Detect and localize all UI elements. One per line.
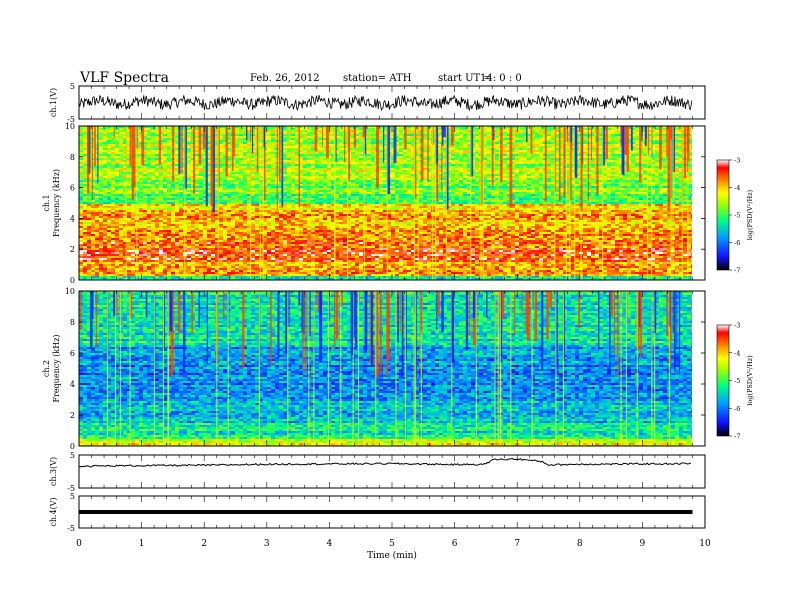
y-tick-label: -5 [67,524,75,533]
y-tick-label: 0 [70,442,75,451]
y-tick-label: -5 [67,115,75,124]
chart-title: VLF Spectra [80,70,169,86]
station-label: station= ATH [343,73,411,84]
y-tick-label: 10 [65,287,75,296]
y-axis-label: ch.1(V) [49,88,58,117]
ch2-spectrogram-image [79,291,692,446]
colorbar-tick-label: -3 [734,322,740,330]
y-tick-label: 6 [70,184,75,193]
colorbar-tick-label: -6 [734,239,740,247]
y-axis-label: Frequency (kHz) [52,334,61,402]
x-tick-label: 0 [76,539,82,549]
y-tick-label: 8 [70,153,75,162]
x-tick-label: 9 [640,539,646,549]
colorbar-tick-label: -4 [734,349,740,357]
colorbar-label: log(PSD(V²/Hz) [746,355,754,406]
x-tick-label: 6 [452,539,458,549]
colorbar-tick-label: -3 [734,157,740,165]
date-label: Feb. 26, 2012 [250,73,320,84]
x-tick-label: 4 [327,539,333,549]
y-axis-label: Frequency (kHz) [52,169,61,237]
x-tick-label: 1 [139,539,145,549]
x-tick-label: 5 [389,539,395,549]
y-tick-label: 5 [70,451,75,460]
x-tick-label: 2 [201,539,207,549]
x-tick-label: 8 [577,539,583,549]
colorbar [716,159,730,271]
ch3-waveform-trace [78,457,692,468]
colorbar [716,324,730,437]
colorbar-tick-label: -5 [734,212,740,220]
start-ut-value: 14: 0 : 0 [480,73,522,84]
y-tick-label: 5 [70,82,75,91]
colorbar-tick-label: -4 [734,184,740,192]
y-tick-label: 2 [70,411,75,420]
y-tick-label: -5 [67,484,75,493]
ch1-spectrogram-image [79,126,692,280]
y-tick-label: 5 [70,492,75,501]
x-tick-label: 3 [264,539,270,549]
y-axis-label: ch.1 [42,194,51,211]
y-tick-label: 2 [70,245,75,254]
colorbar-tick-label: -7 [734,267,740,275]
y-axis-label: ch.2 [42,360,51,377]
y-tick-label: 0 [70,276,75,285]
x-axis-label: Time (min) [367,550,417,561]
colorbar-label: log(PSD(V²/Hz) [746,189,754,240]
colorbar-tick-label: -5 [734,377,740,385]
colorbar-tick-label: -7 [734,433,740,441]
y-axis-label: ch.3(V) [49,457,58,486]
y-tick-label: 4 [70,214,75,223]
ch1-waveform-trace [78,94,693,112]
y-tick-label: 10 [65,122,75,131]
x-tick-label: 7 [514,539,520,549]
y-tick-label: 4 [70,380,75,389]
x-tick-label: 10 [699,539,711,549]
y-axis-label: ch.4(V) [49,497,58,526]
start-ut-label: start UT = [438,73,492,84]
colorbar-tick-label: -6 [734,405,740,413]
y-tick-label: 6 [70,349,75,358]
y-tick-label: 8 [70,318,75,327]
